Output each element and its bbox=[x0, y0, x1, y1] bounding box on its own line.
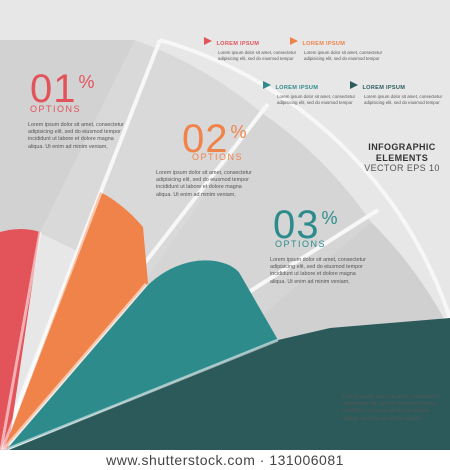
segment-03-percent-sign: % bbox=[321, 208, 339, 228]
segment-02-percent: 02% bbox=[182, 112, 248, 159]
segment-04-option-label: OPTIONS bbox=[348, 377, 400, 387]
wedge-02 bbox=[4, 192, 148, 450]
legend-item-4: LOREM IPSUM Lorem ipsum dolor sit amet, … bbox=[350, 76, 444, 105]
wedge-highlights bbox=[0, 189, 279, 452]
legend-item-3-body: Lorem ipsum dolor sit amet, consectetur … bbox=[277, 94, 356, 105]
legend-item-2-title: LOREM IPSUM bbox=[302, 41, 346, 47]
segment-01-number: 01 bbox=[30, 67, 77, 111]
legend-item-2: LOREM IPSUM Lorem ipsum dolor sit amet, … bbox=[290, 32, 384, 61]
legend-item-2-body: Lorem ipsum dolor sit amet, consectetur … bbox=[304, 50, 383, 61]
wedge-04 bbox=[8, 318, 450, 450]
segment-02-option-label: OPTIONS bbox=[192, 152, 244, 162]
triangle-play-icon bbox=[350, 81, 358, 89]
legend-item-3-title: LOREM IPSUM bbox=[275, 85, 319, 91]
segment-01-percent: 01% bbox=[30, 62, 96, 109]
segment-02-percent-sign: % bbox=[230, 122, 248, 142]
triangle-play-icon bbox=[290, 37, 298, 45]
segment-01-body: Lorem ipsum dolor sit amet, consectetur … bbox=[28, 122, 124, 150]
legend-item-1-body: Lorem ipsum dolor sit amet, consectetur … bbox=[218, 50, 297, 61]
segment-04-percent-sign: % bbox=[396, 348, 414, 368]
segment-04-percent: 04% bbox=[348, 338, 414, 385]
triangle-play-icon bbox=[263, 81, 271, 89]
info-block: INFOGRAPHIC ELEMENTS VECTOR EPS 10 bbox=[352, 142, 450, 173]
panel-band-1 bbox=[0, 40, 135, 233]
segment-01-percent-sign: % bbox=[78, 72, 96, 92]
segment-03-percent: 03% bbox=[273, 198, 339, 245]
wedge-03 bbox=[6, 260, 278, 450]
triangle-play-icon bbox=[204, 37, 212, 45]
info-title-line-2: ELEMENTS bbox=[375, 152, 429, 163]
watermark-bar: www.shutterstock.com · 131006081 bbox=[0, 450, 450, 470]
segment-03-body: Lorem ipsum dolor sit amet, consectetur … bbox=[270, 257, 366, 285]
segment-02-number: 02 bbox=[182, 117, 229, 161]
legend-item-4-body: Lorem ipsum dolor sit amet, consectetur … bbox=[364, 94, 443, 105]
segment-03-number: 03 bbox=[273, 203, 320, 247]
watermark-text: www.shutterstock.com · 131006081 bbox=[106, 452, 344, 468]
segment-03-option-label: OPTIONS bbox=[275, 239, 327, 249]
segment-02-body: Lorem ipsum dolor sit amet, consectetur … bbox=[156, 170, 252, 198]
legend-item-3: LOREM IPSUM Lorem ipsum dolor sit amet, … bbox=[263, 76, 357, 105]
segment-01-option-label: OPTIONS bbox=[30, 104, 82, 114]
legend-item-4-title: LOREM IPSUM bbox=[362, 85, 406, 91]
legend-item-1: LOREM IPSUM Lorem ipsum dolor sit amet, … bbox=[204, 32, 298, 61]
info-subtitle: VECTOR EPS 10 bbox=[364, 163, 440, 173]
segment-04-number: 04 bbox=[348, 343, 395, 387]
legend-item-1-title: LOREM IPSUM bbox=[216, 41, 260, 47]
segment-04-body: Lorem ipsum dolor sit amet, consectetur … bbox=[343, 394, 439, 422]
info-title-line-1: INFOGRAPHIC bbox=[368, 142, 436, 152]
